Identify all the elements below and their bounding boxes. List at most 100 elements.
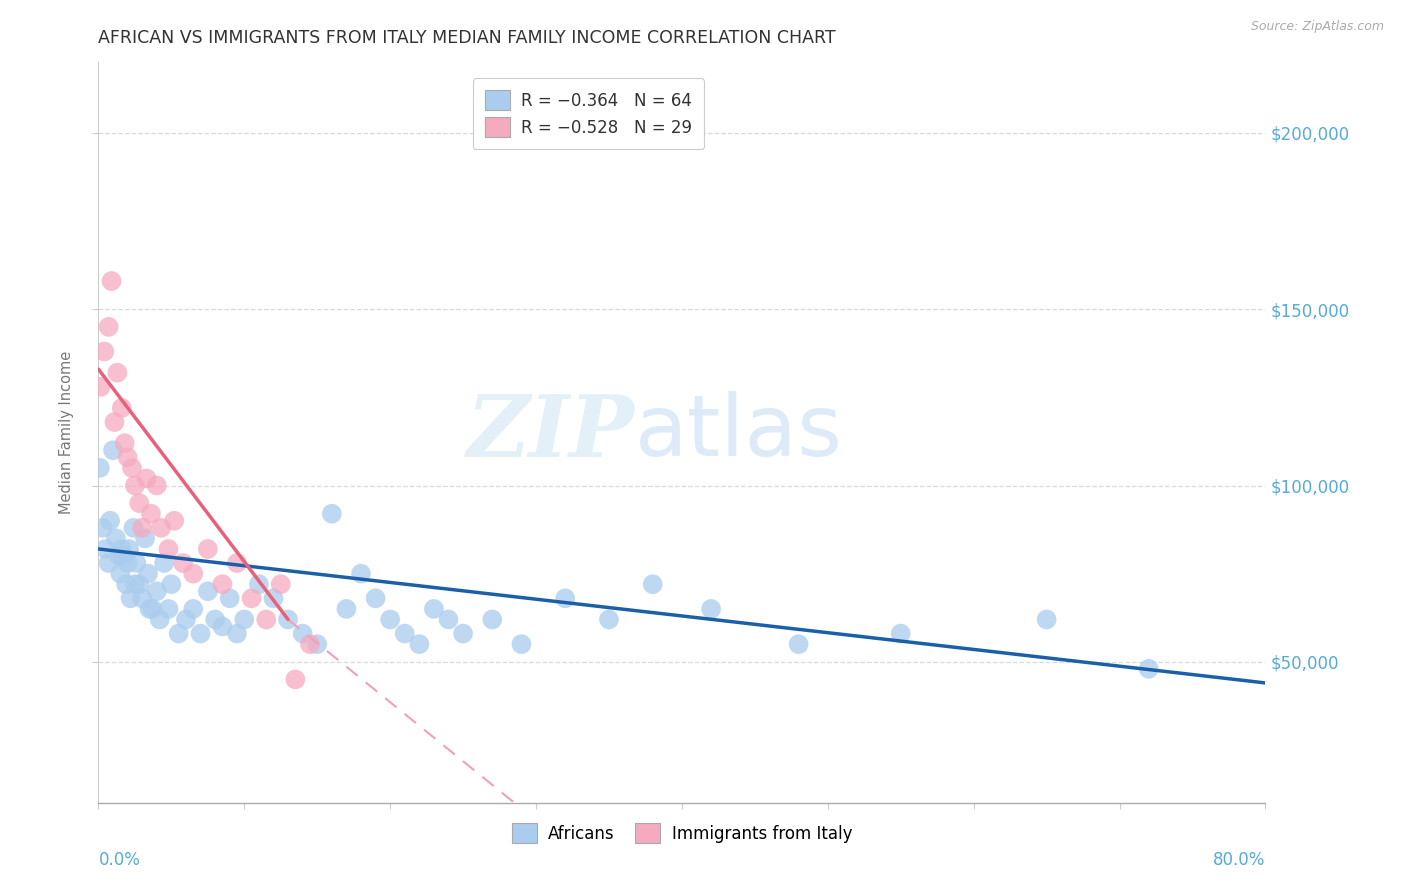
Point	[204, 612, 226, 626]
Point	[226, 626, 249, 640]
Point	[160, 577, 183, 591]
Point	[394, 626, 416, 640]
Text: 80.0%: 80.0%	[1213, 851, 1265, 869]
Point	[291, 626, 314, 640]
Point	[787, 637, 810, 651]
Point	[350, 566, 373, 581]
Point	[197, 584, 219, 599]
Point	[136, 566, 159, 581]
Point	[157, 602, 180, 616]
Point	[263, 591, 285, 606]
Point	[1137, 662, 1160, 676]
Point	[172, 556, 194, 570]
Point	[101, 443, 124, 458]
Point	[146, 478, 169, 492]
Point	[139, 507, 162, 521]
Point	[114, 436, 136, 450]
Point	[97, 556, 120, 570]
Point	[277, 612, 299, 626]
Point	[211, 577, 233, 591]
Point	[110, 566, 132, 581]
Point	[124, 577, 146, 591]
Point	[174, 612, 197, 626]
Point	[510, 637, 533, 651]
Point	[134, 532, 156, 546]
Point	[270, 577, 292, 591]
Point	[254, 612, 277, 626]
Point	[89, 461, 111, 475]
Point	[93, 344, 115, 359]
Point	[120, 591, 142, 606]
Point	[112, 549, 135, 563]
Point	[138, 602, 160, 616]
Point	[197, 541, 219, 556]
Point	[122, 521, 145, 535]
Point	[190, 626, 212, 640]
Point	[115, 577, 138, 591]
Point	[149, 612, 172, 626]
Point	[437, 612, 460, 626]
Point	[554, 591, 576, 606]
Point	[298, 637, 321, 651]
Point	[135, 471, 157, 485]
Point	[181, 602, 204, 616]
Point	[218, 591, 240, 606]
Point	[124, 478, 146, 492]
Point	[157, 541, 180, 556]
Point	[247, 577, 270, 591]
Point	[111, 541, 134, 556]
Point	[890, 626, 912, 640]
Point	[364, 591, 387, 606]
Point	[451, 626, 474, 640]
Point	[408, 637, 430, 651]
Point	[167, 626, 190, 640]
Point	[146, 584, 169, 599]
Text: ZIP: ZIP	[467, 391, 636, 475]
Point	[335, 602, 357, 616]
Point	[481, 612, 503, 626]
Point	[131, 591, 153, 606]
Point	[111, 401, 134, 415]
Point	[240, 591, 263, 606]
Point	[108, 549, 131, 563]
Point	[211, 619, 233, 633]
Point	[128, 577, 150, 591]
Point	[153, 556, 176, 570]
Point	[117, 450, 139, 465]
Point	[1035, 612, 1057, 626]
Point	[118, 541, 141, 556]
Point	[641, 577, 664, 591]
Point	[598, 612, 620, 626]
Point	[150, 521, 173, 535]
Legend: Africans, Immigrants from Italy: Africans, Immigrants from Italy	[505, 816, 859, 850]
Y-axis label: Median Family Income: Median Family Income	[59, 351, 75, 515]
Point	[700, 602, 723, 616]
Point	[131, 521, 153, 535]
Point	[90, 380, 112, 394]
Point	[181, 566, 204, 581]
Text: 0.0%: 0.0%	[98, 851, 141, 869]
Point	[226, 556, 249, 570]
Point	[105, 366, 128, 380]
Point	[117, 556, 139, 570]
Point	[121, 461, 143, 475]
Point	[163, 514, 186, 528]
Point	[98, 514, 121, 528]
Point	[125, 556, 148, 570]
Text: atlas: atlas	[636, 391, 844, 475]
Point	[423, 602, 446, 616]
Point	[128, 496, 150, 510]
Point	[321, 507, 343, 521]
Point	[91, 521, 114, 535]
Point	[380, 612, 402, 626]
Point	[103, 415, 125, 429]
Point	[307, 637, 329, 651]
Point	[284, 673, 307, 687]
Point	[100, 274, 122, 288]
Text: Source: ZipAtlas.com: Source: ZipAtlas.com	[1250, 20, 1384, 33]
Point	[104, 532, 127, 546]
Point	[141, 602, 163, 616]
Point	[97, 319, 120, 334]
Point	[94, 541, 117, 556]
Text: AFRICAN VS IMMIGRANTS FROM ITALY MEDIAN FAMILY INCOME CORRELATION CHART: AFRICAN VS IMMIGRANTS FROM ITALY MEDIAN …	[98, 29, 837, 47]
